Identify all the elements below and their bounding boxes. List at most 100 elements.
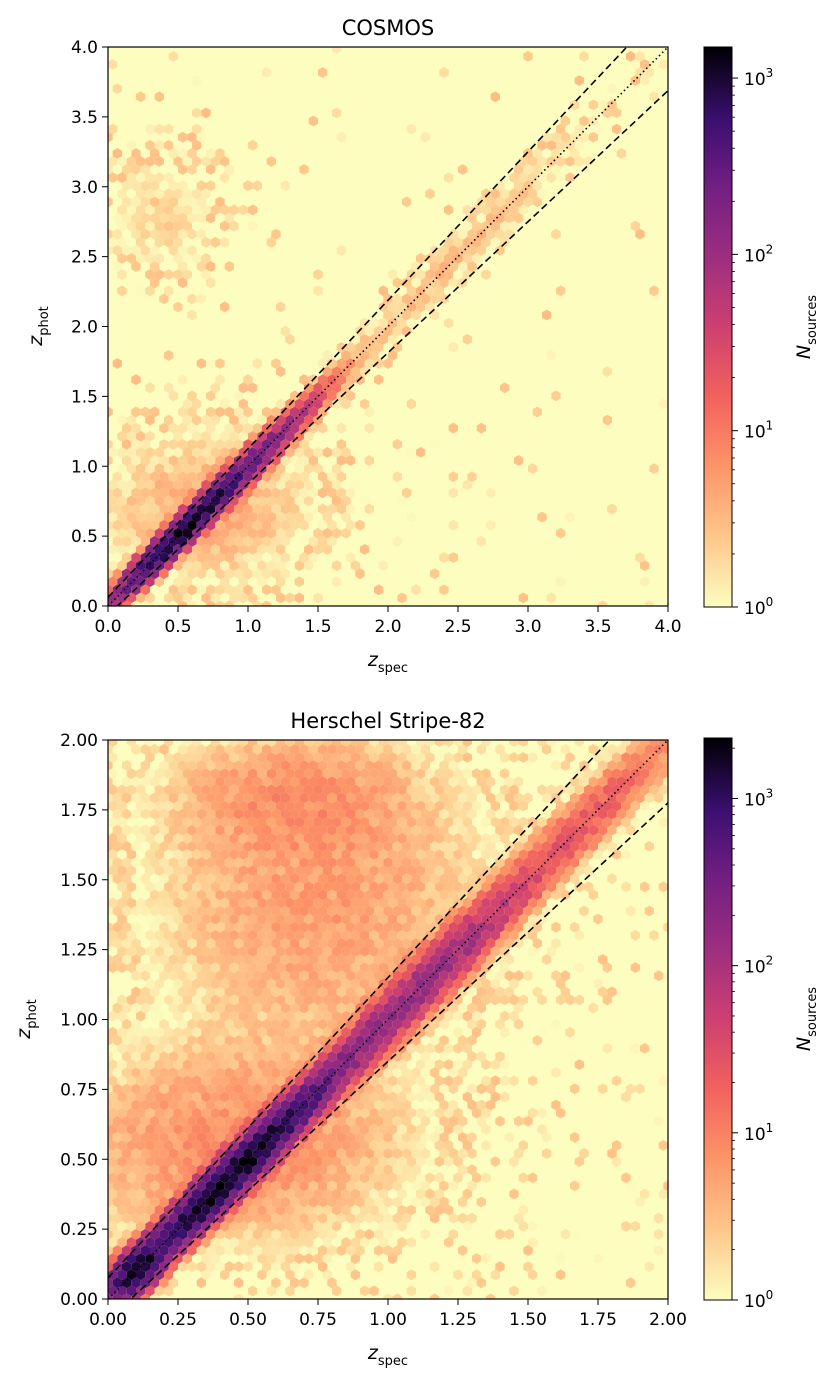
hexbin-cell	[117, 784, 127, 796]
hexbin-cell	[271, 422, 281, 434]
hexbin-cell	[243, 1067, 253, 1079]
hexbin-cell	[593, 978, 603, 990]
hexbin-cell	[411, 277, 421, 289]
hexbin-cell	[304, 1156, 314, 1167]
hexbin-cell	[131, 1083, 141, 1095]
hexbin-cell	[271, 1051, 281, 1062]
hexbin-cell	[318, 374, 328, 386]
hexbin-cell	[224, 873, 234, 885]
hexbin-cell	[336, 1018, 346, 1030]
hexbin-cell	[607, 83, 617, 95]
hexbin-cell	[150, 164, 160, 175]
colorbar-tick-label: 100	[744, 595, 773, 619]
hexbin-cell	[350, 962, 360, 973]
hexbin-cell	[322, 962, 332, 973]
hexbin-cell	[122, 1002, 132, 1014]
hexbin-cell	[257, 865, 267, 876]
hexbin-cell	[285, 784, 295, 796]
hexbin-cell	[178, 1083, 188, 1095]
hexbin-cell	[108, 905, 113, 917]
hexbin-cell	[556, 139, 566, 151]
hexbin-cell	[430, 1261, 440, 1273]
hexbin-cell	[122, 1180, 132, 1192]
hexbin-cell	[150, 1083, 160, 1095]
hexbin-cell	[238, 576, 248, 588]
hexbin-cell	[570, 1083, 580, 1095]
hexbin-cell	[210, 1010, 220, 1022]
hexbin-cell	[406, 398, 416, 410]
hexbin-cell	[626, 1277, 636, 1289]
hexbin-cell	[416, 1172, 426, 1184]
hexbin-cell	[187, 131, 197, 143]
hexbin-cell	[504, 808, 514, 820]
hexbin-cell	[215, 889, 225, 901]
hexbin-cell	[490, 204, 500, 216]
hexbin-cell	[238, 849, 248, 860]
hexbin-cell	[266, 816, 276, 828]
hexbin-cell	[243, 1212, 253, 1224]
hexbin-cell	[136, 156, 146, 167]
hexbin-cell	[187, 1115, 197, 1127]
hexbin-cell	[313, 544, 323, 555]
hexbin-cell	[341, 752, 351, 763]
hexbin-cell	[425, 832, 435, 844]
hexbin-cell	[178, 1067, 188, 1079]
hexbin-cell	[505, 728, 514, 739]
hexbin-cell	[430, 808, 440, 820]
hexbin-cell	[187, 422, 197, 434]
hexbin-cell	[224, 1164, 234, 1176]
hexbin-cell	[448, 487, 458, 499]
hexbin-cell	[355, 841, 365, 852]
hexbin-cell	[196, 744, 206, 755]
hexbin-cell	[224, 439, 234, 450]
hexbin-cell	[327, 954, 337, 965]
hexbin-cell	[495, 954, 505, 965]
hexbin-cell	[187, 760, 197, 771]
hexbin-cell	[271, 889, 281, 901]
hexbin-cell	[159, 1018, 169, 1030]
hexbin-cell	[117, 544, 127, 555]
hexbin-cell	[252, 1115, 262, 1127]
hexbin-cell	[607, 986, 617, 998]
hexbin-cell	[383, 1180, 393, 1192]
hexbin-cell	[299, 760, 309, 771]
hexbin-cell	[532, 986, 542, 998]
hexbin-cell	[285, 994, 295, 1006]
hexbin-cell	[145, 139, 155, 151]
hexbin-cell	[355, 824, 365, 836]
hexbin-cell	[509, 897, 519, 909]
hexbin-cell	[439, 552, 449, 563]
hexbin-cell	[322, 544, 332, 555]
hexbin-cell	[346, 954, 356, 965]
hexbin-cell	[201, 1026, 211, 1038]
y-tick-label: 4.0	[71, 38, 98, 58]
hexbin-cell	[196, 261, 206, 272]
hexbin-cell	[458, 228, 468, 240]
hexbin-cell	[140, 471, 150, 483]
hexbin-cell	[131, 1148, 141, 1159]
hexbin-cell	[397, 1091, 407, 1103]
hexbin-cell	[416, 832, 426, 844]
hexbin-cell	[621, 1091, 631, 1103]
hexbin-cell	[290, 873, 300, 885]
hexbin-cell	[164, 897, 174, 909]
hexbin-cell	[182, 1253, 192, 1264]
hexbin-cell	[126, 253, 136, 264]
hexbin-cell	[168, 245, 178, 256]
hexbin-cell	[346, 1180, 356, 1192]
hexbin-cell	[346, 1132, 356, 1143]
hexbin-cell	[360, 1107, 370, 1119]
hexbin-cell	[290, 1115, 300, 1127]
hexbin-cell	[448, 277, 458, 289]
hexbin-cell	[668, 736, 677, 747]
hexbin-cell	[486, 519, 496, 531]
hexbin-cell	[262, 1228, 272, 1240]
hexbin-cell	[252, 519, 262, 531]
hexbin-cell	[383, 1245, 393, 1256]
hexbin-cell	[206, 568, 216, 580]
hexbin-cell	[159, 1067, 169, 1079]
hexbin-cell	[518, 1140, 528, 1151]
hexbin-cell	[500, 881, 510, 893]
hexbin-cell	[112, 1035, 122, 1046]
hexbin-cell	[383, 1067, 393, 1079]
